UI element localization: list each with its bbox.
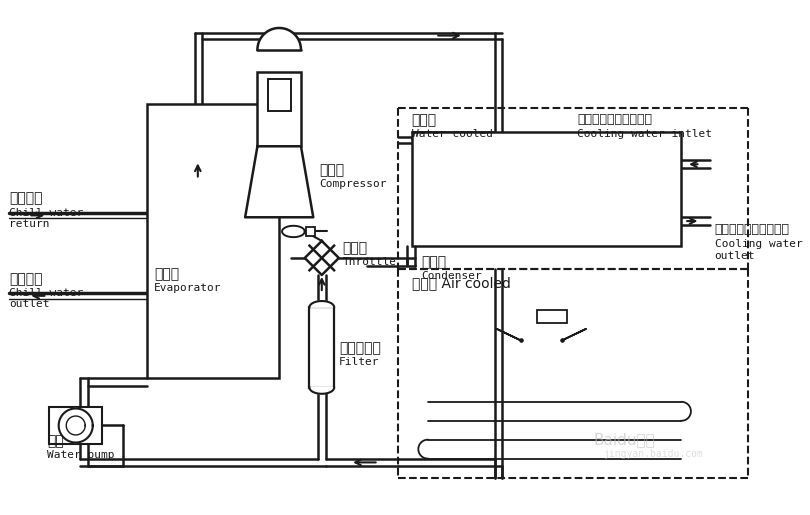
Polygon shape (282, 226, 305, 237)
Bar (411, 132, 681, 246)
Bar (305, 227, 315, 236)
Text: 干燥过滤器: 干燥过滤器 (339, 341, 381, 355)
Text: 节流阀: 节流阀 (343, 242, 368, 255)
Text: Evaporator: Evaporator (154, 283, 222, 293)
Text: jingyan.baidu.com: jingyan.baidu.com (603, 449, 703, 459)
Text: 风冷式 Air cooled: 风冷式 Air cooled (411, 277, 510, 290)
Text: Filter: Filter (339, 357, 379, 367)
Text: 水冷式: 水冷式 (411, 113, 437, 127)
Polygon shape (309, 301, 334, 307)
Polygon shape (497, 329, 521, 340)
Polygon shape (58, 408, 93, 442)
Polygon shape (309, 388, 334, 394)
Text: 出水口（接散热水塔）: 出水口（接散热水塔） (714, 223, 790, 236)
Text: Condenser: Condenser (421, 271, 482, 281)
Bar (268, 79, 291, 111)
Text: Water pump: Water pump (47, 450, 115, 460)
Text: Cooling water intlet: Cooling water intlet (578, 129, 712, 139)
Text: Water cooled: Water cooled (411, 129, 492, 139)
Text: 冰水出口: 冰水出口 (10, 272, 43, 286)
Polygon shape (245, 146, 313, 217)
Bar (309, 307, 334, 388)
Bar (147, 104, 279, 378)
Text: Compressor: Compressor (319, 179, 386, 189)
Text: outlet: outlet (10, 299, 50, 310)
Text: 压缩机: 压缩机 (319, 163, 344, 177)
Text: 入水口（接散热水塔）: 入水口（接散热水塔） (578, 113, 652, 126)
Text: Throttle: Throttle (343, 257, 397, 267)
Text: 水泵: 水泵 (47, 435, 64, 449)
Bar (258, 72, 301, 146)
Text: Chill water: Chill water (10, 288, 83, 298)
Text: return: return (10, 219, 50, 229)
Text: 蒸发器: 蒸发器 (154, 267, 179, 281)
Text: 冷凝器: 冷凝器 (421, 255, 446, 269)
Text: 冰水回口: 冰水回口 (10, 192, 43, 205)
Polygon shape (258, 28, 301, 50)
Text: outlet: outlet (714, 251, 755, 261)
Text: Cooling water: Cooling water (714, 239, 803, 249)
Bar (49, 406, 102, 444)
Bar (537, 310, 567, 323)
Text: Baidu经验: Baidu经验 (594, 432, 655, 447)
Polygon shape (562, 329, 586, 340)
Text: Chill water: Chill water (10, 208, 83, 217)
Polygon shape (305, 241, 339, 275)
